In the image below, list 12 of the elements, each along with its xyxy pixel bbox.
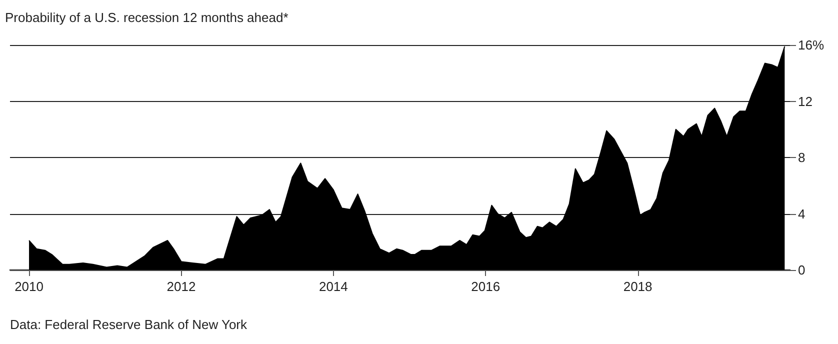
y-tick-label: 4 — [798, 206, 806, 222]
x-tick-label: 2018 — [623, 279, 652, 294]
y-tick-label: 8 — [798, 150, 806, 165]
x-tick-label: 2014 — [318, 279, 348, 294]
x-tick-label: 2016 — [471, 279, 500, 294]
text: Data: Federal Reserve Bank of New York — [10, 317, 248, 332]
x-tick-label: 2012 — [166, 279, 196, 294]
y-tick-label: 0 — [798, 262, 806, 278]
x-tick-label: 2010 — [14, 279, 44, 294]
y-tick-label: 12 — [798, 94, 812, 109]
y-tick-label: 16% — [798, 38, 824, 52]
chart-title: Probability of a U.S. recession 12 months ahead* — [5, 10, 288, 25]
